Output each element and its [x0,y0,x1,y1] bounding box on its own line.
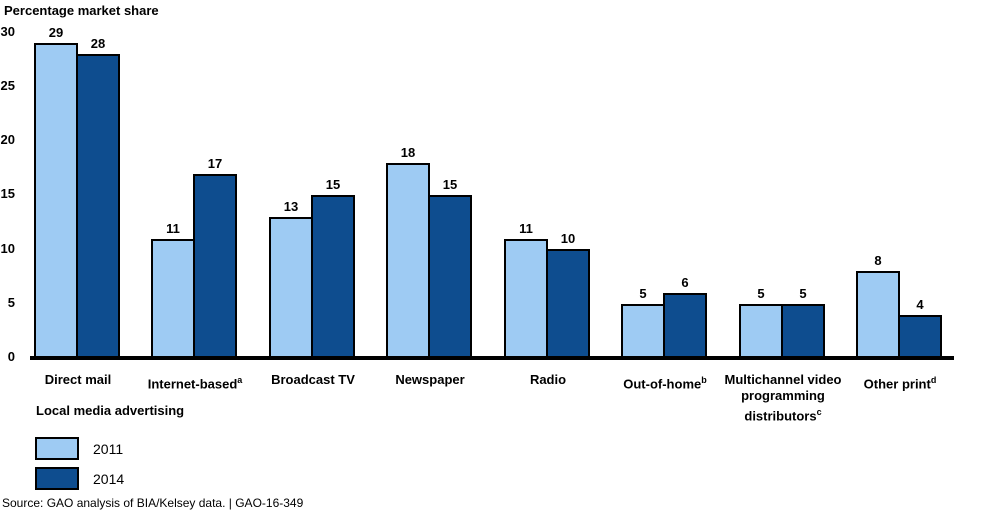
legend-label-2011: 2011 [93,440,124,457]
category-label: Radio [529,372,567,387]
y-tick-label: 0 [7,349,15,364]
bar-value-label: 6 [681,275,689,290]
bar-2011 [34,43,78,358]
bar-2011 [739,304,783,358]
source-line: Source: GAO analysis of BIA/Kelsey data.… [2,496,304,510]
legend-entry-2011: 2011 [35,437,124,460]
bar-2011 [621,304,665,358]
category-label: Other printd [863,375,937,392]
bar-value-label: 15 [325,177,341,192]
y-tick-label: 5 [7,295,15,310]
footnote-superscript: a [237,375,243,385]
category-label: Broadcast TV [271,372,355,387]
category-label: Out-of-homeb [623,375,707,392]
category-label: Internet-baseda [147,375,243,392]
bar-2011 [151,239,195,358]
bar-value-label: 5 [639,286,647,301]
y-tick-label: 10 [0,241,15,256]
bar-value-label: 11 [519,221,533,236]
bar-value-label: 29 [48,25,64,40]
bar-2011 [269,217,313,358]
y-tick-label: 30 [0,24,15,39]
bar-2014 [663,293,707,358]
bar-value-label: 4 [916,297,924,312]
y-axis-title: Percentage market share [4,3,159,18]
category-label: Newspaper [395,372,465,387]
legend-label-2014: 2014 [93,470,125,487]
bar-value-label: 17 [207,156,223,171]
legend-swatch-2014 [35,467,79,490]
bar-2014 [898,315,942,358]
bar-2014 [76,54,120,358]
bar-value-label: 10 [560,231,576,246]
bar-value-label: 13 [283,199,299,214]
bar-value-label: 8 [874,253,882,268]
footnote-superscript: d [930,375,937,385]
bar-2011 [504,239,548,358]
bar-value-label: 5 [757,286,765,301]
y-tick-label: 20 [0,132,15,147]
bar-value-label: 5 [799,286,807,301]
legend-swatch-2011 [35,437,79,460]
legend-entry-2014: 2014 [35,467,124,490]
bar-2014 [546,249,590,358]
footnote-superscript: c [816,407,822,417]
bar-2014 [781,304,825,358]
bar-value-label: 11 [166,221,180,236]
x-axis-title: Local media advertising [36,403,185,418]
bar-2014 [311,195,355,358]
category-label: Multichannel video programming distributor… [724,372,842,424]
x-axis-line [30,356,954,360]
y-tick-label: 25 [0,78,15,93]
bar-2014 [428,195,472,358]
y-tick-label: 15 [0,186,15,201]
category-label: Direct mail [44,372,112,387]
bar-value-label: 18 [400,145,416,160]
bar-2011 [856,271,900,358]
legend: 2011 2014 [35,437,124,497]
footnote-superscript: b [701,375,707,385]
bar-2011 [386,163,430,358]
bar-value-label: 28 [90,36,106,51]
bar-value-label: 15 [442,177,458,192]
bar-2014 [193,174,237,358]
